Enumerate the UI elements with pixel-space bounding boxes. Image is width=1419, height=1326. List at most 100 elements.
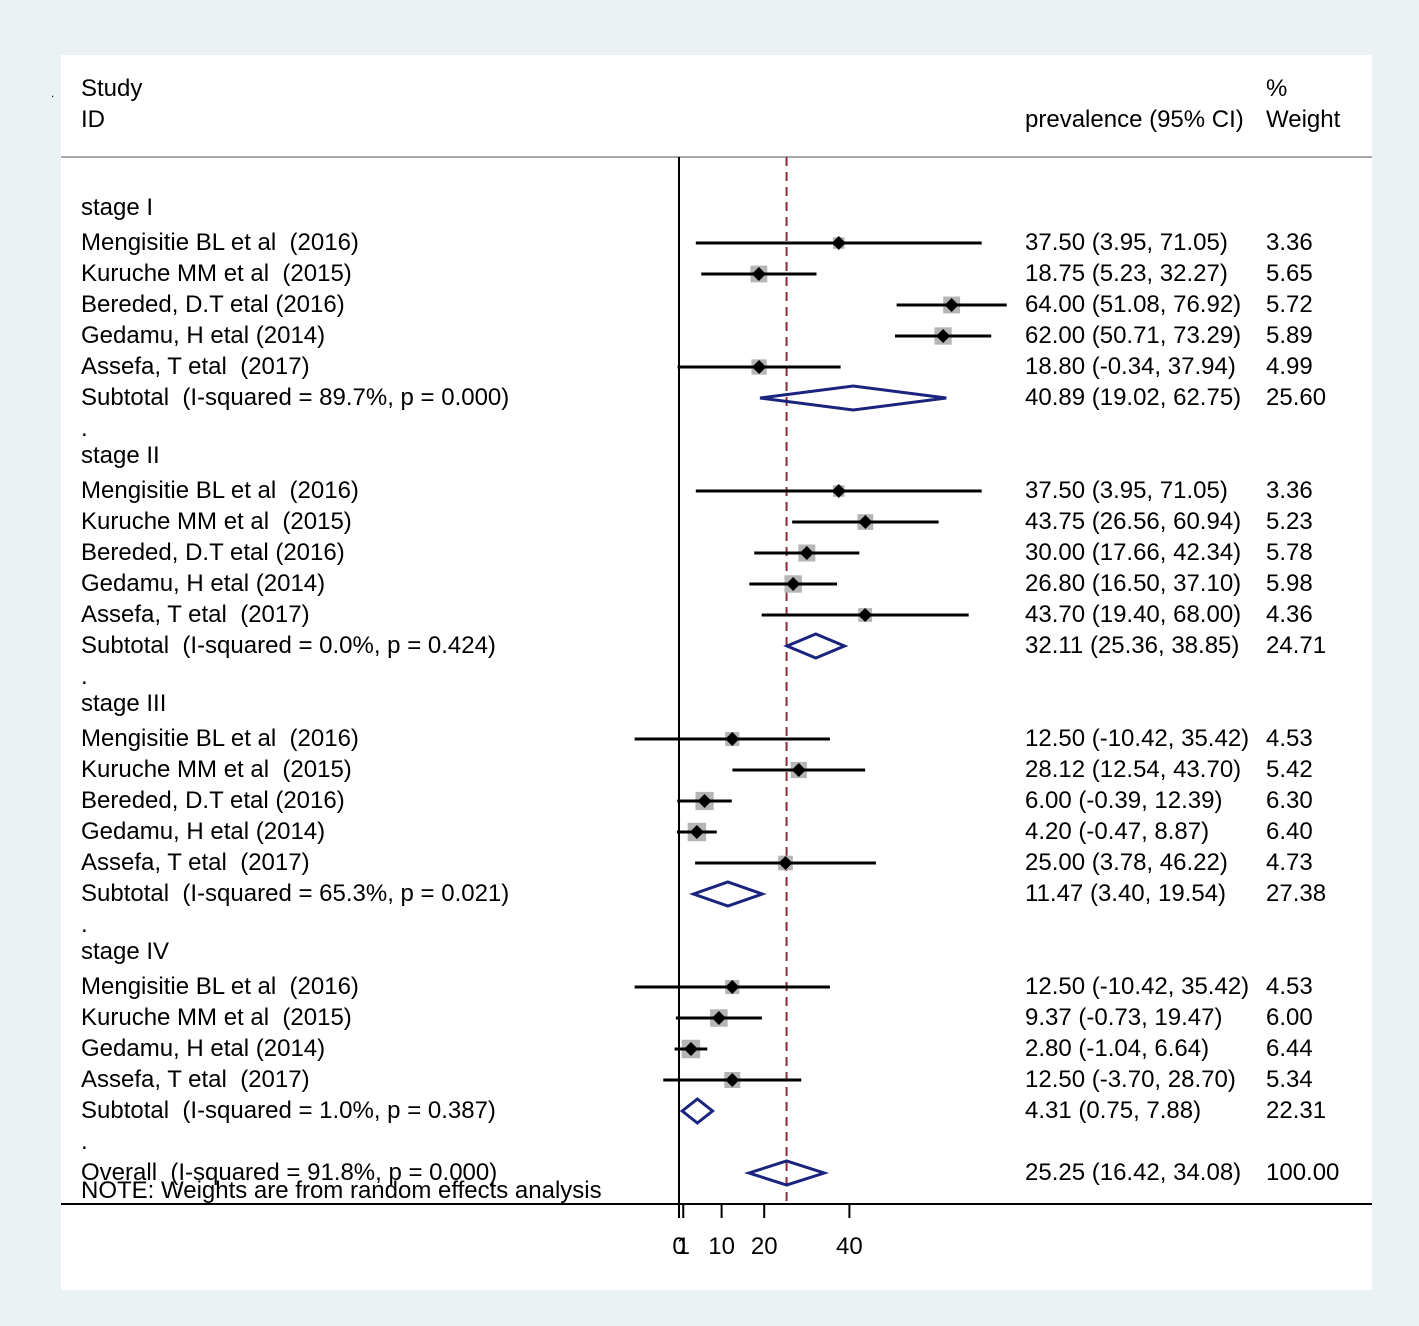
study-ci-text: 6.00 (-0.39, 12.39) (1025, 787, 1223, 814)
study-label: Kuruche MM et al (2015) (81, 508, 352, 535)
x-tick-label-40: 40 (836, 1233, 863, 1260)
header-pct-label: % (1266, 75, 1288, 102)
study-label: Kuruche MM et al (2015) (81, 756, 352, 783)
x-tick-label-10: 10 (708, 1233, 735, 1260)
study-label: Mengisitie BL et al (2016) (81, 973, 359, 1000)
stray-dot: . (51, 86, 55, 100)
study-ci-text: 12.50 (-10.42, 35.42) (1025, 725, 1250, 752)
subtotal-label: Subtotal (I-squared = 1.0%, p = 0.387) (81, 1097, 496, 1124)
study-ci-text: 30.00 (17.66, 42.34) (1025, 539, 1242, 566)
forest-plot-panel: 0 1 10 20 40 Study ID prevalence (95% CI) % … (61, 55, 1372, 1290)
spacer-dot: . (81, 663, 88, 690)
study-label: Assefa, T etal (2017) (81, 353, 310, 380)
point-estimate-marker (778, 856, 793, 870)
point-estimate-marker (858, 515, 873, 529)
study-weight-text: 4.36 (1266, 601, 1313, 628)
study-label: Bereded, D.T etal (2016) (81, 539, 345, 566)
point-estimate-marker (936, 329, 951, 343)
point-estimate-marker (751, 267, 766, 281)
study-ci-text: 18.80 (-0.34, 37.94) (1025, 353, 1236, 380)
spacer-dot: . (81, 911, 88, 938)
subtotal-diamond (783, 632, 849, 660)
point-estimate-marker (831, 484, 846, 498)
x-tick-label-0: 0 (672, 1233, 685, 1260)
study-weight-text: 5.98 (1266, 570, 1313, 597)
x-tick-label-1: 1 (677, 1233, 690, 1260)
header-id-label: ID (81, 106, 105, 133)
group-label: stage II (81, 442, 160, 469)
subtotal-diamond (688, 880, 767, 908)
subtotal-label: Subtotal (I-squared = 89.7%, p = 0.000) (81, 384, 510, 411)
overall-ci-text: 25.25 (16.42, 34.08) (1025, 1159, 1242, 1186)
study-label: Assefa, T etal (2017) (81, 1066, 310, 1093)
study-ci-text: 9.37 (-0.73, 19.47) (1025, 1004, 1223, 1031)
study-weight-text: 4.53 (1266, 973, 1313, 1000)
point-estimate-marker (725, 980, 740, 994)
header-ci-label: prevalence (95% CI) (1025, 106, 1244, 133)
study-ci-text: 37.50 (3.95, 71.05) (1025, 477, 1228, 504)
study-label: Kuruche MM et al (2015) (81, 1004, 352, 1031)
study-weight-text: 4.53 (1266, 725, 1313, 752)
group-label: stage I (81, 194, 154, 221)
study-weight-text: 4.99 (1266, 353, 1313, 380)
header-weight-label: Weight (1266, 106, 1341, 133)
subtotal-weight-text: 25.60 (1266, 384, 1327, 411)
study-weight-text: 3.36 (1266, 229, 1313, 256)
study-ci-text: 28.12 (12.54, 43.70) (1025, 756, 1242, 783)
study-ci-text: 12.50 (-3.70, 28.70) (1025, 1066, 1236, 1093)
group-label: stage IV (81, 938, 170, 965)
study-ci-text: 12.50 (-10.42, 35.42) (1025, 973, 1250, 1000)
study-weight-text: 3.36 (1266, 477, 1313, 504)
study-weight-text: 4.73 (1266, 849, 1313, 876)
study-weight-text: 5.34 (1266, 1066, 1313, 1093)
study-weight-text: 6.44 (1266, 1035, 1313, 1062)
point-estimate-marker (799, 546, 814, 560)
study-weight-text: 5.89 (1266, 322, 1313, 349)
study-weight-text: 5.78 (1266, 539, 1313, 566)
overall-label: Overall (I-squared = 91.8%, p = 0.000) (81, 1159, 498, 1186)
study-weight-text: 6.00 (1266, 1004, 1313, 1031)
study-ci-text: 4.20 (-0.47, 8.87) (1025, 818, 1210, 845)
point-estimate-marker (697, 794, 712, 808)
subtotal-diamond (759, 384, 947, 412)
study-ci-text: 26.80 (16.50, 37.10) (1025, 570, 1242, 597)
spacer-dot: . (81, 1128, 88, 1155)
study-ci-text: 2.80 (-1.04, 6.64) (1025, 1035, 1210, 1062)
spacer-dot: . (81, 415, 88, 442)
point-estimate-marker (944, 298, 959, 312)
point-estimate-marker (858, 608, 873, 622)
study-label: Gedamu, H etal (2014) (81, 322, 326, 349)
point-estimate-marker (786, 577, 801, 591)
subtotal-weight-text: 24.71 (1266, 632, 1327, 659)
point-estimate-marker (689, 825, 704, 839)
study-label: Bereded, D.T etal (2016) (81, 291, 345, 318)
study-ci-text: 64.00 (51.08, 76.92) (1025, 291, 1242, 318)
point-estimate-marker (683, 1042, 698, 1056)
point-estimate-marker (791, 763, 806, 777)
study-label: Gedamu, H etal (2014) (81, 818, 326, 845)
overall-weight-text: 100.00 (1266, 1159, 1340, 1186)
subtotal-label: Subtotal (I-squared = 0.0%, p = 0.424) (81, 632, 496, 659)
subtotal-ci-text: 4.31 (0.75, 7.88) (1025, 1097, 1202, 1124)
x-tick-label-20: 20 (751, 1233, 778, 1260)
point-estimate-marker (725, 1073, 740, 1087)
study-ci-text: 62.00 (50.71, 73.29) (1025, 322, 1242, 349)
point-estimate-marker (711, 1011, 726, 1025)
study-label: Bereded, D.T etal (2016) (81, 787, 345, 814)
study-label: Gedamu, H etal (2014) (81, 570, 326, 597)
study-label: Assefa, T etal (2017) (81, 849, 310, 876)
header-study-label: Study (81, 75, 143, 102)
study-label: Kuruche MM et al (2015) (81, 260, 352, 287)
study-ci-text: 43.70 (19.40, 68.00) (1025, 601, 1242, 628)
study-weight-text: 5.42 (1266, 756, 1313, 783)
study-weight-text: 5.65 (1266, 260, 1313, 287)
study-label: Mengisitie BL et al (2016) (81, 725, 359, 752)
subtotal-ci-text: 32.11 (25.36, 38.85) (1025, 632, 1240, 659)
subtotal-weight-text: 22.31 (1266, 1097, 1327, 1124)
weights-note: NOTE: Weights are from random effects an… (81, 1177, 602, 1204)
study-weight-text: 6.40 (1266, 818, 1313, 845)
study-label: Mengisitie BL et al (2016) (81, 477, 359, 504)
study-ci-text: 18.75 (5.23, 32.27) (1025, 260, 1228, 287)
study-weight-text: 5.23 (1266, 508, 1313, 535)
subtotal-label: Subtotal (I-squared = 65.3%, p = 0.021) (81, 880, 510, 907)
